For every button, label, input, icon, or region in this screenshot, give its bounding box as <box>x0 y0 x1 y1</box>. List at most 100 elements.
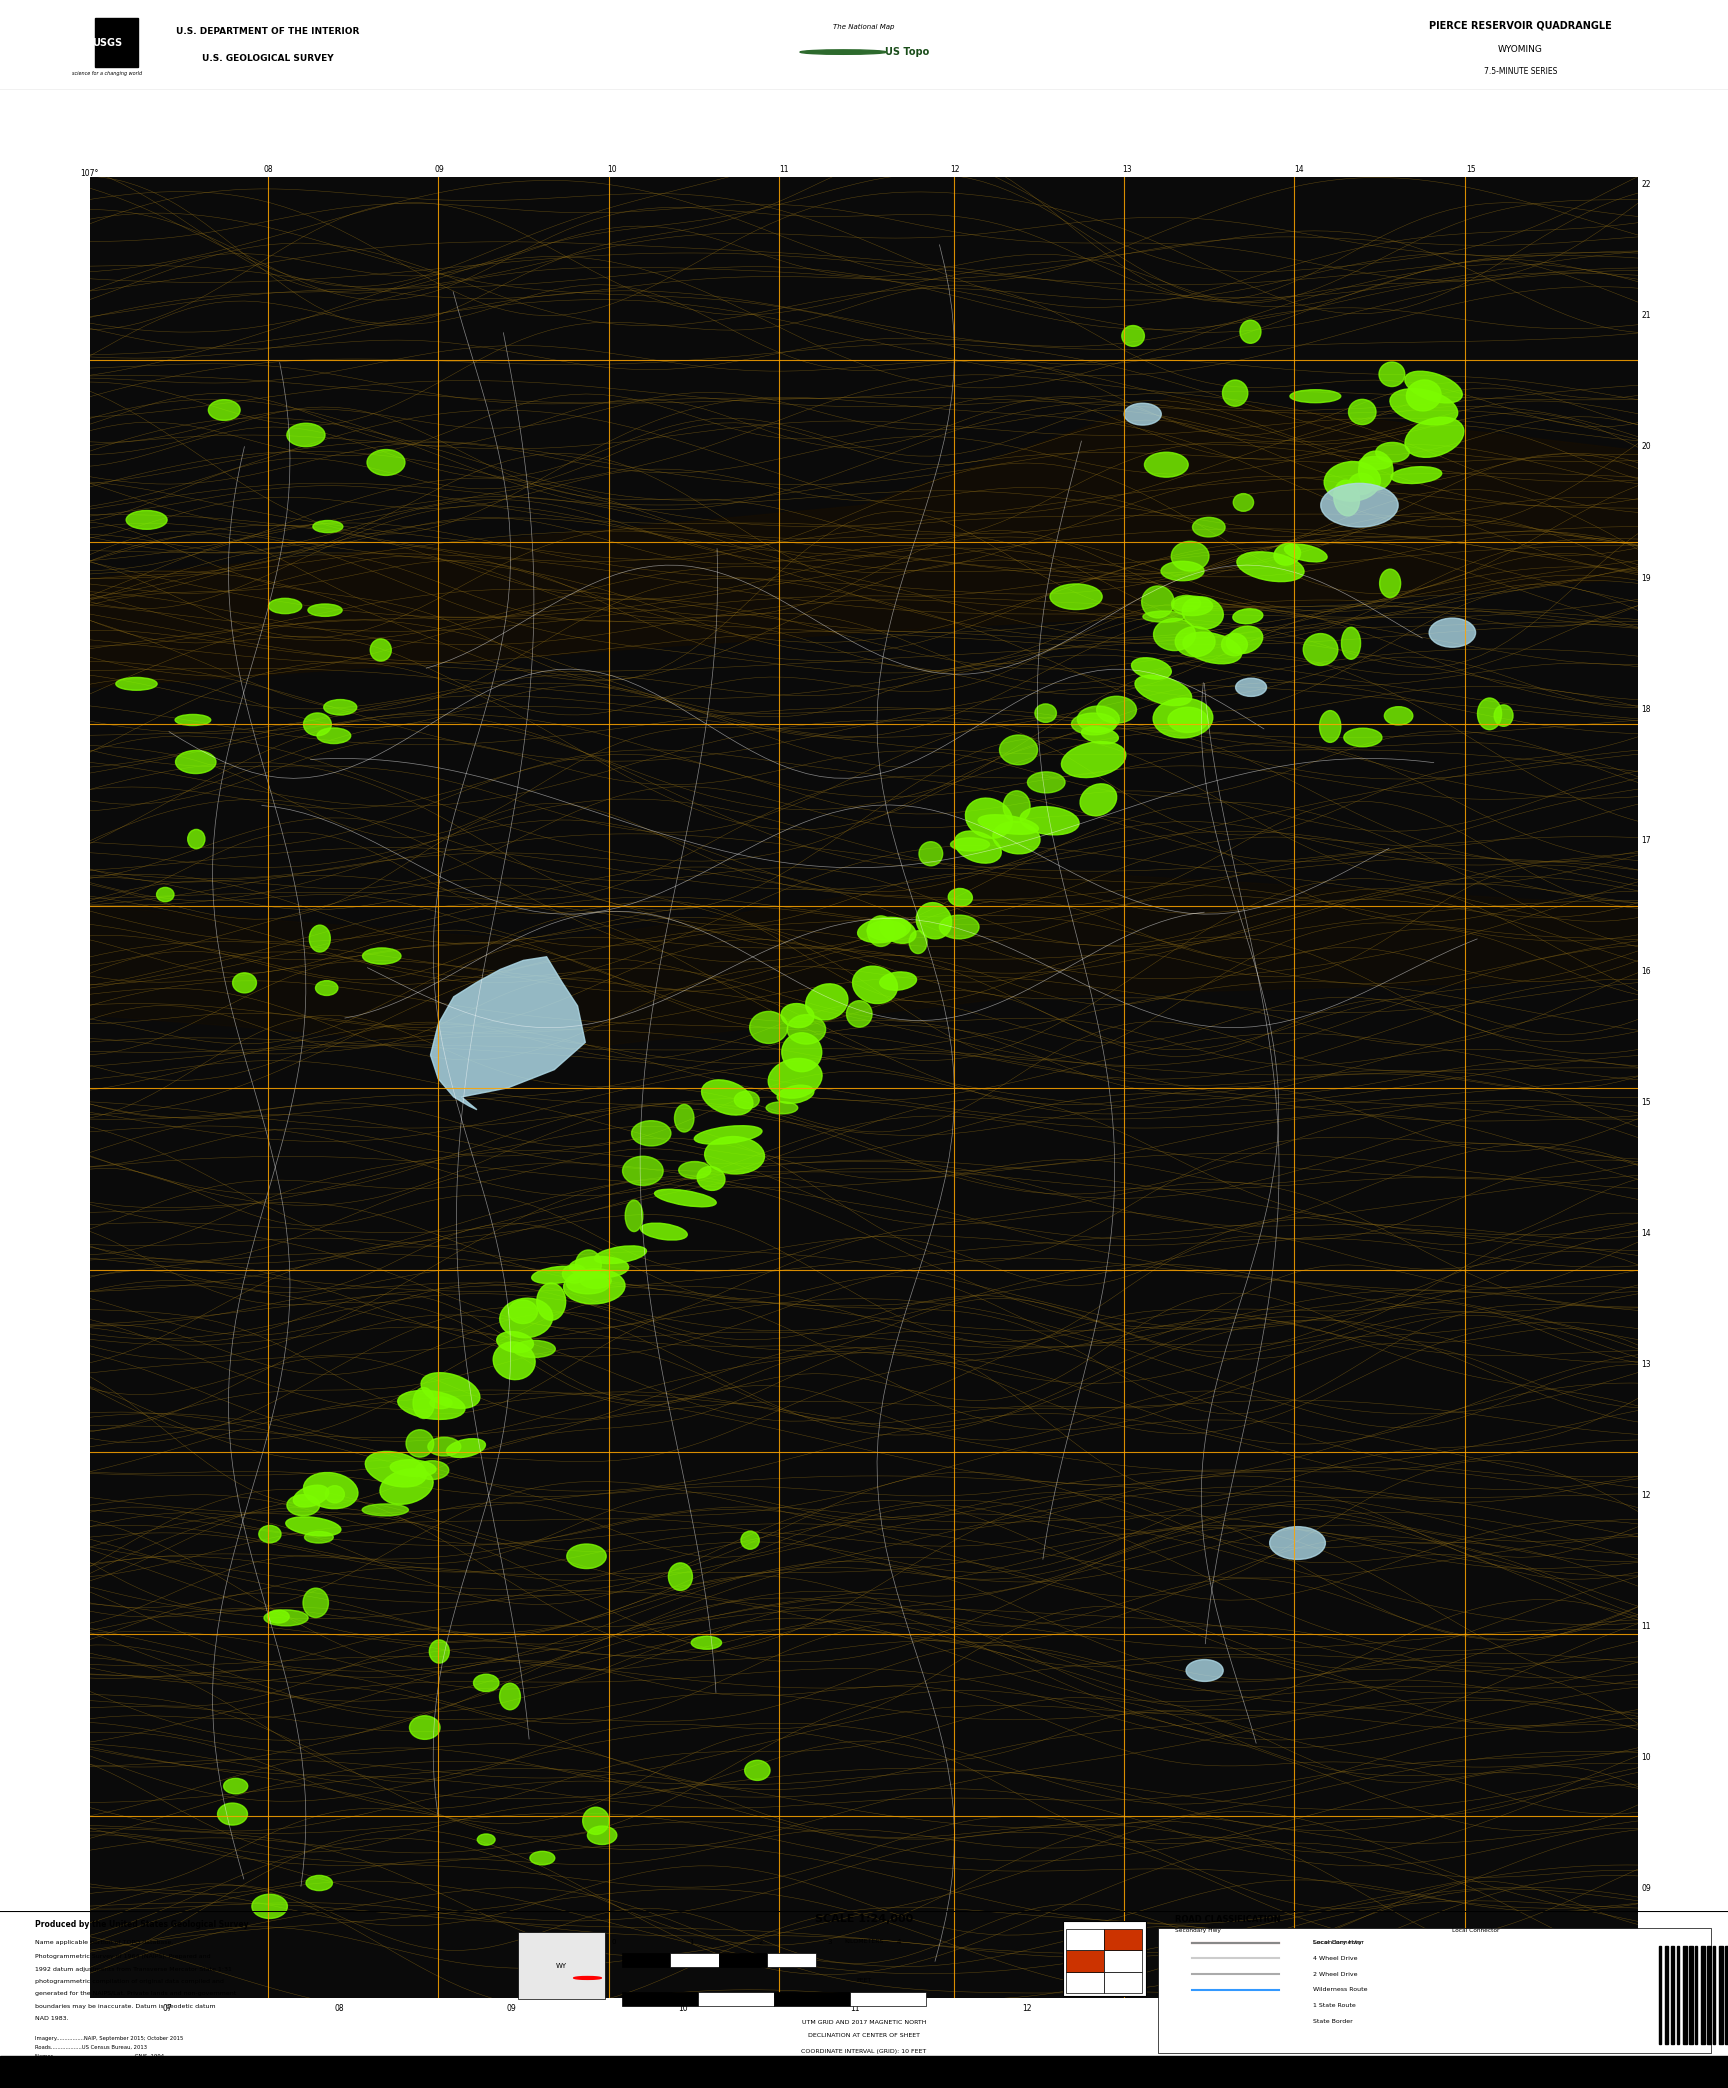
Ellipse shape <box>1182 597 1223 628</box>
Ellipse shape <box>1004 791 1030 823</box>
Text: 09: 09 <box>435 165 444 173</box>
Ellipse shape <box>1082 727 1118 743</box>
Ellipse shape <box>567 1543 607 1568</box>
Polygon shape <box>430 956 586 1109</box>
Ellipse shape <box>641 1224 688 1240</box>
Text: 07: 07 <box>162 2004 173 2013</box>
Bar <box>1066 1971 1104 1994</box>
Ellipse shape <box>1172 595 1201 612</box>
Ellipse shape <box>781 1034 823 1071</box>
Bar <box>1700 1946 1704 2044</box>
Ellipse shape <box>1324 461 1381 501</box>
Text: 1 State Route: 1 State Route <box>1313 2002 1356 2009</box>
Ellipse shape <box>909 931 926 954</box>
Ellipse shape <box>370 639 391 662</box>
Text: 4: 4 <box>897 1940 900 1946</box>
Text: 107°: 107° <box>81 169 98 177</box>
Ellipse shape <box>778 1086 814 1102</box>
Ellipse shape <box>655 1190 715 1207</box>
Text: 12: 12 <box>950 165 961 173</box>
Ellipse shape <box>513 1340 555 1357</box>
Text: photogrammetric compilation of original data compiled and: photogrammetric compilation of original … <box>35 1979 223 1984</box>
Ellipse shape <box>1080 783 1116 816</box>
Ellipse shape <box>1236 679 1267 697</box>
Ellipse shape <box>691 1637 722 1650</box>
Ellipse shape <box>916 902 952 940</box>
Ellipse shape <box>1320 710 1341 743</box>
Ellipse shape <box>1341 626 1360 660</box>
Bar <box>670 1952 719 1967</box>
Ellipse shape <box>325 1487 344 1503</box>
Ellipse shape <box>285 1516 340 1537</box>
Ellipse shape <box>1097 695 1137 722</box>
Ellipse shape <box>287 424 325 447</box>
Text: science for a changing world: science for a changing world <box>73 71 142 75</box>
Ellipse shape <box>622 1157 664 1186</box>
Ellipse shape <box>499 1683 520 1710</box>
Text: 15: 15 <box>1465 165 1476 173</box>
Ellipse shape <box>1241 319 1261 342</box>
Ellipse shape <box>1289 390 1341 403</box>
Ellipse shape <box>734 1092 759 1109</box>
Ellipse shape <box>867 921 905 940</box>
Ellipse shape <box>847 1000 873 1027</box>
Text: Produced by the United States Geological Survey: Produced by the United States Geological… <box>35 1921 249 1929</box>
Polygon shape <box>90 397 1638 687</box>
Ellipse shape <box>477 1833 496 1846</box>
Text: 10: 10 <box>1642 1754 1650 1762</box>
Ellipse shape <box>268 1610 289 1622</box>
Text: WY: WY <box>556 1963 567 1969</box>
Ellipse shape <box>1284 545 1327 562</box>
Text: 17: 17 <box>1642 835 1650 846</box>
Ellipse shape <box>429 1639 449 1664</box>
Ellipse shape <box>880 971 916 990</box>
Bar <box>1104 1929 1142 1950</box>
Ellipse shape <box>397 1391 465 1420</box>
Ellipse shape <box>999 735 1037 764</box>
Text: Photogrammetric Survey of 1964 (NAIPS). Prepared and: Photogrammetric Survey of 1964 (NAIPS). … <box>35 1954 211 1959</box>
Text: 13: 13 <box>1123 165 1132 173</box>
Text: 15: 15 <box>1642 1098 1650 1107</box>
Text: Name applicable portion of TOPO database.: Name applicable portion of TOPO database… <box>35 1940 173 1944</box>
Ellipse shape <box>126 509 168 530</box>
Bar <box>719 1952 767 1967</box>
Ellipse shape <box>880 919 916 944</box>
Ellipse shape <box>1274 543 1301 566</box>
Ellipse shape <box>302 1589 328 1618</box>
Ellipse shape <box>594 1247 646 1263</box>
Text: 14: 14 <box>1365 2004 1375 2013</box>
Ellipse shape <box>570 1257 629 1278</box>
Ellipse shape <box>1429 618 1476 647</box>
Ellipse shape <box>410 1716 441 1739</box>
Ellipse shape <box>1237 551 1305 583</box>
Bar <box>1683 1946 1687 2044</box>
Text: 12: 12 <box>1021 2004 1032 2013</box>
Text: 11: 11 <box>779 165 788 173</box>
Ellipse shape <box>582 1808 608 1835</box>
Text: US Topo: US Topo <box>885 48 930 56</box>
Ellipse shape <box>304 1472 358 1510</box>
Bar <box>1104 1950 1142 1971</box>
Text: FEET: FEET <box>857 1977 871 1984</box>
Text: Roads...................US Census Bureau, 2013: Roads...................US Census Bureau… <box>35 2044 147 2050</box>
Ellipse shape <box>769 1059 823 1098</box>
Ellipse shape <box>252 1894 287 1919</box>
Ellipse shape <box>1407 380 1441 411</box>
Ellipse shape <box>669 1562 693 1591</box>
Ellipse shape <box>1185 1660 1223 1681</box>
Ellipse shape <box>323 699 356 714</box>
Ellipse shape <box>867 917 895 946</box>
Ellipse shape <box>1477 697 1502 729</box>
Bar <box>1664 1946 1668 2044</box>
Ellipse shape <box>259 1526 282 1543</box>
Ellipse shape <box>1071 714 1116 735</box>
Bar <box>698 1992 774 2007</box>
Ellipse shape <box>1379 361 1405 386</box>
Ellipse shape <box>391 1460 435 1476</box>
Ellipse shape <box>994 823 1040 854</box>
Ellipse shape <box>745 1760 771 1781</box>
Text: 09: 09 <box>506 2004 517 2013</box>
Text: 19: 19 <box>1642 574 1650 583</box>
Text: U.S. DEPARTMENT OF THE INTERIOR: U.S. DEPARTMENT OF THE INTERIOR <box>176 27 359 35</box>
Ellipse shape <box>781 1004 814 1027</box>
